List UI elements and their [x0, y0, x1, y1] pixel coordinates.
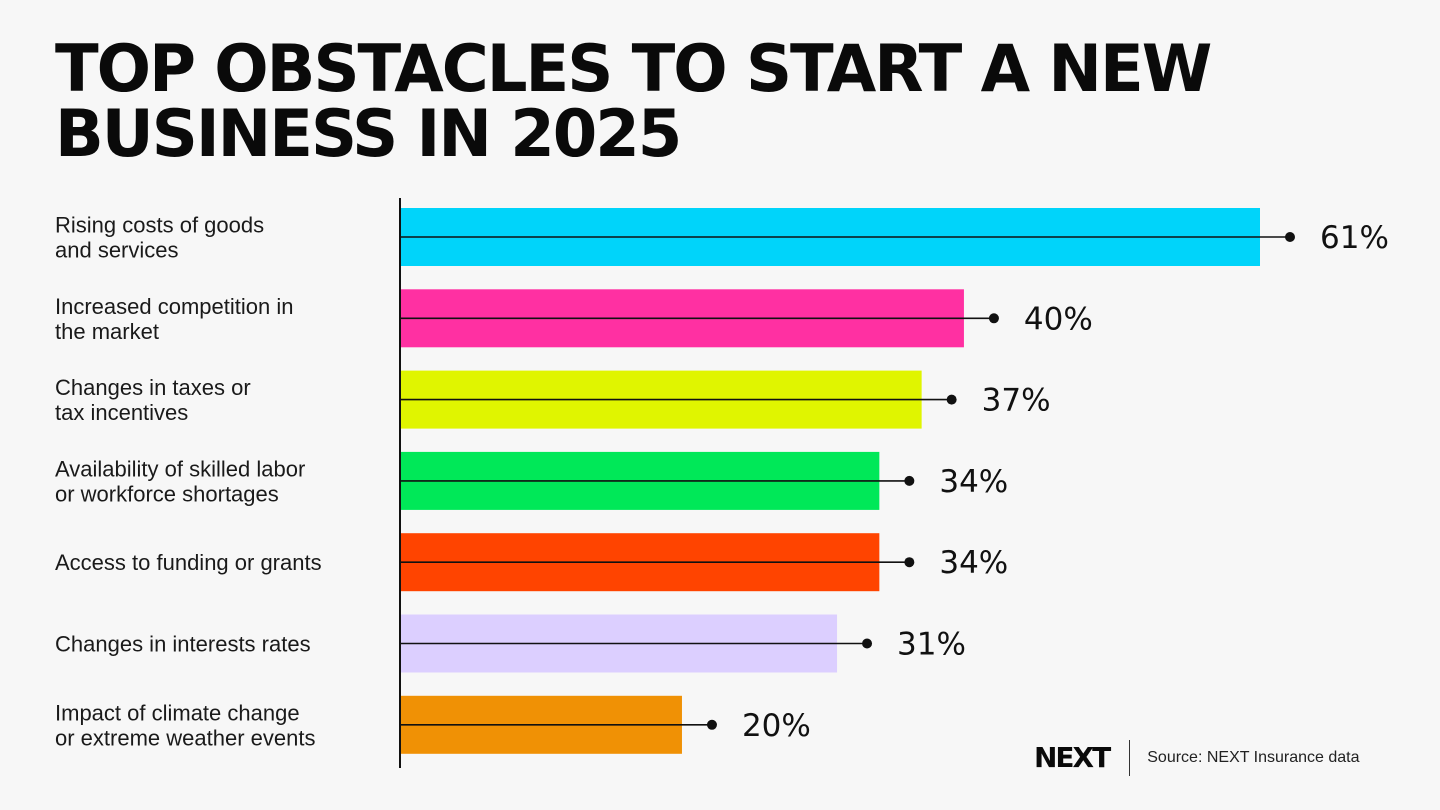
- leader-dot: [706, 719, 717, 730]
- category-label: Access to funding or grants: [55, 550, 322, 575]
- title-line-1: TOP OBSTACLES TO START A NEW: [55, 31, 1212, 108]
- footer: NEXT Source: NEXT Insurance data: [1034, 740, 1360, 776]
- leader-dot: [862, 638, 873, 649]
- next-logo: NEXT: [1034, 741, 1111, 774]
- value-label: 61%: [1320, 220, 1389, 256]
- leader-dot: [904, 557, 915, 568]
- value-label: 20%: [742, 708, 811, 744]
- category-labels: Rising costs of goods and services Increas…: [55, 213, 322, 751]
- leader-dot: [904, 475, 915, 486]
- title-line-2: BUSINESS IN 2025: [55, 96, 682, 173]
- source-note: Source: NEXT Insurance data: [1147, 749, 1360, 766]
- category-label: Availability of skilled labor or workforc…: [55, 456, 305, 506]
- value-label: 37%: [982, 383, 1051, 419]
- category-label: Impact of climate change or extreme weath…: [55, 700, 315, 750]
- value-labels: 61% 40% 37% 34% 34% 31% 20%: [742, 220, 1389, 744]
- leader-dot: [946, 394, 957, 405]
- value-label: 40%: [1024, 301, 1093, 337]
- leader-dot: [1285, 232, 1295, 242]
- category-label: Changes in interests rates: [55, 632, 311, 657]
- footer-divider: [1129, 740, 1131, 776]
- category-label: Increased competition in the market: [55, 294, 293, 344]
- leader-lines: [400, 232, 1295, 730]
- value-label: 34%: [939, 545, 1008, 581]
- category-label: Changes in taxes or tax incentives: [55, 375, 251, 425]
- value-label: 34%: [939, 464, 1008, 500]
- value-label: 31%: [897, 627, 966, 663]
- category-label: Rising costs of goods and services: [55, 213, 264, 263]
- leader-dot: [988, 313, 999, 324]
- chart-title: TOP OBSTACLES TO START A NEW BUSINESS IN…: [55, 37, 1355, 168]
